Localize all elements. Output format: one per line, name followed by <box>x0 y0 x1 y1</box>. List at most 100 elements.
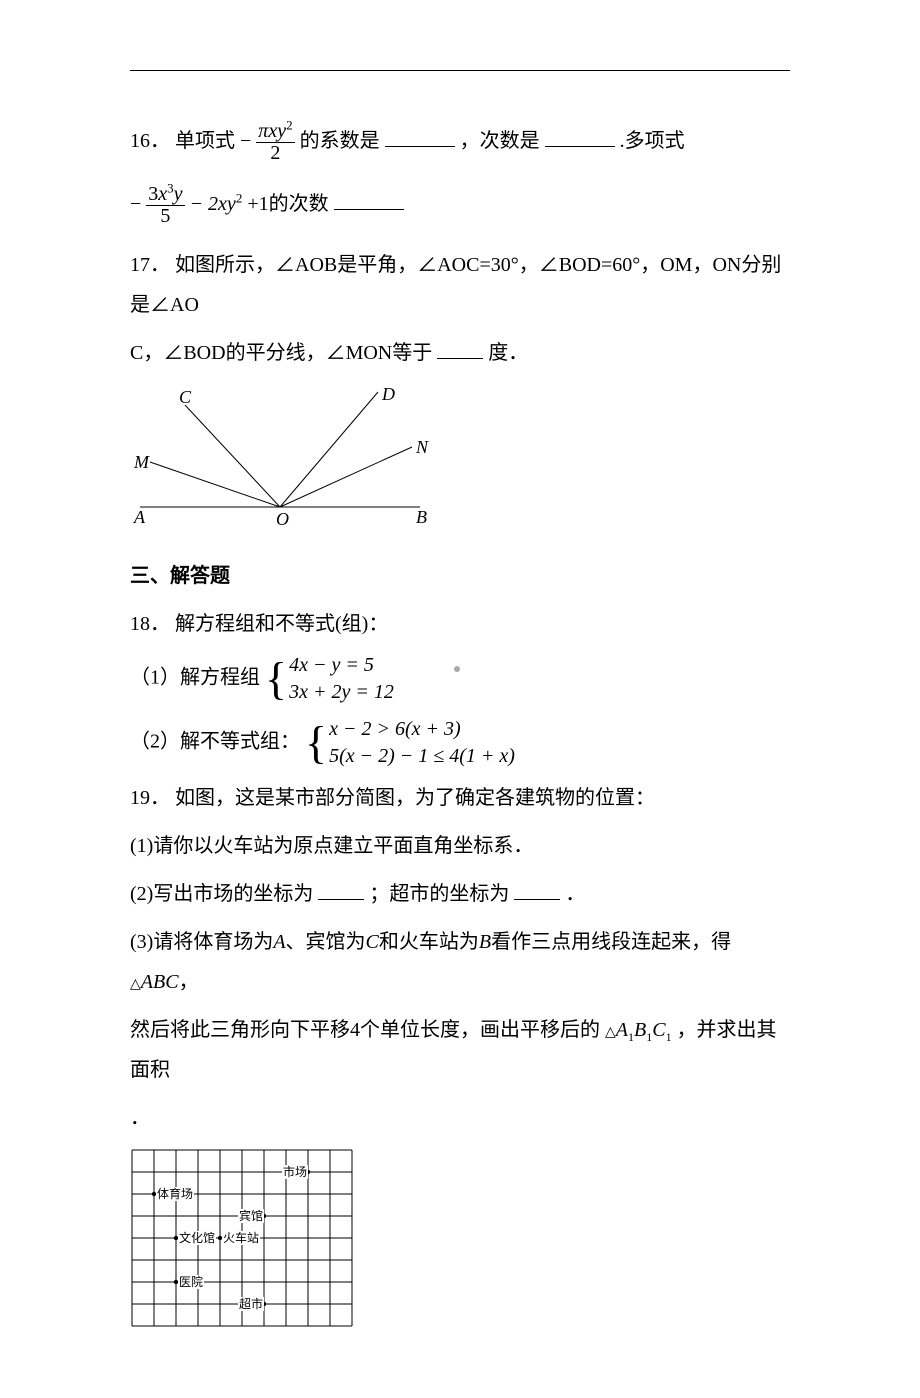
q19-number: 19． <box>130 787 170 809</box>
q16-frac1-xy: xy <box>268 120 286 142</box>
q19-l5a: 然后将此三角形向下平移4个单位长度，画出平移后的 <box>130 1019 600 1041</box>
q16-frac1: πxy2 2 <box>256 121 294 164</box>
q19-l4c: 和火车站为 <box>379 931 479 953</box>
brace-icon: { <box>305 720 327 766</box>
q19-l3a: (2)写出市场的坐标为 <box>130 883 313 905</box>
grid-svg: 市场体育场宾馆文化馆火车站医院超市 <box>130 1148 360 1333</box>
q19-line5: 然后将此三角形向下平移4个单位长度，画出平移后的 △A1B1C1 ，并求出其面积 <box>130 1010 790 1090</box>
q18-sys1-r2: 3x + 2y = 12 <box>289 679 394 706</box>
q17-line1: 17． 如图所示，∠AOB是平角，∠AOC=30°，∠BOD=60°，OM，ON… <box>130 245 790 325</box>
q17-line2: C，∠BOD的平分线，∠MON等于 度． <box>130 333 790 373</box>
q18-text: 解方程组和不等式(组)： <box>175 613 388 635</box>
q19-l4b: 、宾馆为 <box>286 931 366 953</box>
q19-l4d: 看作三点用线段连起来，得 <box>491 931 731 953</box>
q19-blank2 <box>514 879 560 900</box>
brace-icon: { <box>265 656 287 702</box>
q18-number: 18． <box>130 613 170 635</box>
q19-A: A <box>273 931 285 953</box>
q18-p2-lead: （2）解不等式组： <box>130 731 300 753</box>
q16-blank2 <box>545 126 615 147</box>
q18-sys1-r1: 4x − y = 5 <box>289 652 394 679</box>
q17-tail: 度． <box>488 342 528 364</box>
section-3-title: 三、解答题 <box>130 556 790 596</box>
q17-text-a: 如图所示，∠AOB是平角，∠AOC=30°，∠BOD=60°，OM，ON分别是∠… <box>130 254 781 316</box>
svg-text:医院: 医院 <box>179 1275 203 1289</box>
watermark-dot <box>454 666 460 672</box>
q16-blank3 <box>334 189 404 210</box>
q18-p1-lead: （1）解方程组 <box>130 667 260 689</box>
q16-frac2-coef: 3 <box>148 183 158 205</box>
q16-frac2-x: x <box>158 183 167 205</box>
q19-l6: ． <box>130 1107 150 1129</box>
svg-text:A: A <box>133 507 146 527</box>
q16-term2: − 2xy <box>190 193 236 215</box>
q16-minus1: − <box>240 130 251 152</box>
q16-line2: − 3x3y 5 − 2xy2 +1的次数 <box>130 184 790 227</box>
svg-text:火车站: 火车站 <box>223 1230 259 1245</box>
svg-text:文化馆: 文化馆 <box>179 1230 215 1245</box>
q19-C1-sub: 1 <box>666 1030 672 1044</box>
q19-blank1 <box>318 879 364 900</box>
q16-minus2: − <box>130 193 141 215</box>
q16-mid2: ，次数是 <box>460 130 540 152</box>
q17-number: 17． <box>130 254 170 276</box>
q19-l4a: (3)请将体育场为 <box>130 931 273 953</box>
q19-line1: 19． 如图，这是某市部分简图，为了确定各建筑物的位置： <box>130 778 790 818</box>
q19-line6: ． <box>130 1098 790 1138</box>
q19-line2: (1)请你以火车站为原点建立平面直角坐标系． <box>130 826 790 866</box>
q19-l1: 如图，这是某市部分简图，为了确定各建筑物的位置： <box>175 787 655 809</box>
svg-text:市场: 市场 <box>283 1164 307 1179</box>
q16-frac2-den: 5 <box>146 206 184 227</box>
q16-frac1-den: 2 <box>256 143 294 164</box>
q18-title: 18． 解方程组和不等式(组)： <box>130 604 790 644</box>
q18-sys2-r2: 5(x − 2) − 1 ≤ 4(1 + x) <box>329 743 515 770</box>
q18-part1: （1）解方程组 { 4x − y = 5 3x + 2y = 12 <box>130 652 790 706</box>
q16-blank1 <box>385 126 455 147</box>
svg-text:超市: 超市 <box>239 1296 263 1311</box>
q17-figure: A B M C D N O <box>130 387 790 532</box>
q16-frac1-pi: π <box>258 120 268 142</box>
svg-text:O: O <box>276 509 289 527</box>
q17-text-b: C，∠BOD的平分线，∠MON等于 <box>130 342 432 364</box>
q16-text: 单项式 <box>175 130 235 152</box>
q19-B1: B <box>634 1019 646 1041</box>
angle-svg: A B M C D N O <box>130 387 440 527</box>
q19-l3c: ． <box>565 883 585 905</box>
q19-l2: (1)请你以火车站为原点建立平面直角坐标系． <box>130 835 533 857</box>
q19-A1: A <box>616 1019 628 1041</box>
q19-abc: ABC <box>141 971 179 993</box>
q19-comma: ， <box>179 971 199 993</box>
q18-part2: （2）解不等式组： { x − 2 > 6(x + 3) 5(x − 2) − … <box>130 716 790 770</box>
q16-frac1-exp: 2 <box>286 117 293 132</box>
q19-C: C <box>366 931 379 953</box>
page: 16． 单项式 − πxy2 2 的系数是 ，次数是 .多项式 − 3x3y 5… <box>0 0 920 1398</box>
q19-B: B <box>479 931 491 953</box>
svg-text:N: N <box>415 437 429 457</box>
q16-number: 16． <box>130 130 170 152</box>
q16-frac2: 3x3y 5 <box>146 184 184 227</box>
q18-system2: { x − 2 > 6(x + 3) 5(x − 2) − 1 ≤ 4(1 + … <box>305 716 515 770</box>
q18-sys2-r1: x − 2 > 6(x + 3) <box>329 716 515 743</box>
svg-text:宾馆: 宾馆 <box>239 1208 263 1223</box>
q19-figure: 市场体育场宾馆文化馆火车站医院超市 <box>130 1148 790 1338</box>
q19-line4: (3)请将体育场为A、宾馆为C和火车站为B看作三点用线段连起来，得 △ABC， <box>130 922 790 1002</box>
svg-text:B: B <box>416 507 427 527</box>
q19-line3: (2)写出市场的坐标为 ；超市的坐标为 ． <box>130 874 790 914</box>
header-rule <box>130 70 790 71</box>
q16-term2-exp: 2 <box>236 190 243 205</box>
q19-C1: C <box>652 1019 665 1041</box>
q16-tail1: .多项式 <box>620 130 685 152</box>
q16-line1: 16． 单项式 − πxy2 2 的系数是 ，次数是 .多项式 <box>130 121 790 164</box>
svg-text:体育场: 体育场 <box>157 1186 193 1201</box>
svg-text:M: M <box>133 452 150 472</box>
svg-text:D: D <box>381 387 395 404</box>
q19-l3b: ；超市的坐标为 <box>369 883 509 905</box>
svg-text:C: C <box>179 387 192 407</box>
q16-term3: +1的次数 <box>247 193 328 215</box>
q17-blank <box>437 338 483 359</box>
q16-frac2-y: y <box>174 183 183 205</box>
triangle-icon: △ <box>130 977 141 992</box>
q18-system1: { 4x − y = 5 3x + 2y = 12 <box>265 652 394 706</box>
q16-mid1: 的系数是 <box>300 130 380 152</box>
triangle-icon: △ <box>605 1025 616 1040</box>
